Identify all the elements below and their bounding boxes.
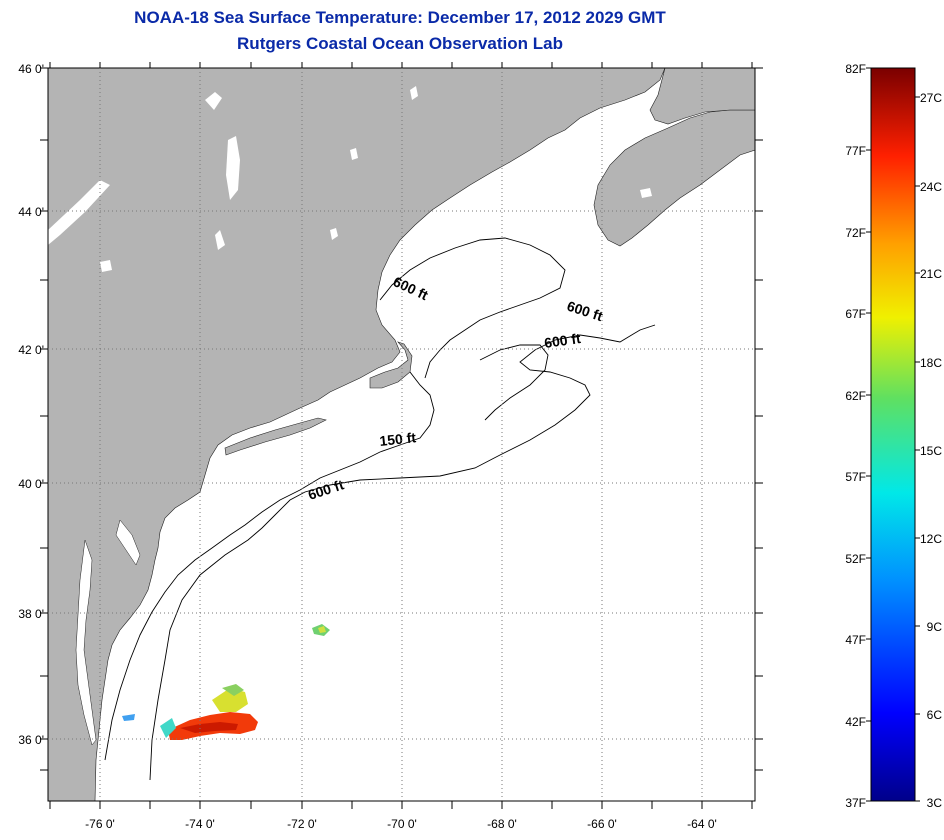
contour-label: 600 ft	[543, 330, 582, 351]
sst-patch-yellow	[212, 688, 248, 712]
delaware-bay	[115, 519, 141, 566]
chesapeake-bay	[75, 539, 97, 746]
colorbar-c-label: 12C	[920, 532, 942, 546]
sst-patch-green	[222, 684, 244, 696]
colorbar-c-label: 3C	[927, 796, 943, 810]
lake	[330, 228, 338, 240]
contour-150ft	[104, 371, 435, 761]
colorbar-c-label: 27C	[920, 91, 942, 105]
lat-label: 36 0'	[18, 733, 44, 747]
lat-label: 46 0'	[18, 62, 44, 76]
lon-label: -66 0'	[587, 817, 617, 831]
colorbar-c-label: 9C	[927, 620, 943, 634]
colorbar-f-label: 67F	[845, 307, 866, 321]
nova-scotia	[593, 109, 755, 247]
colorbar-c-label: 21C	[920, 267, 942, 281]
colorbar	[870, 67, 916, 802]
colorbar-f-label: 57F	[845, 470, 866, 484]
colorbar-c-label: 15C	[920, 444, 942, 458]
lake	[100, 260, 112, 272]
colorbar-f-label: 47F	[845, 633, 866, 647]
map-ticks	[40, 62, 763, 809]
contour-gulf-maine	[379, 237, 566, 379]
lat-label: 44 0'	[18, 205, 44, 219]
sst-patch-red	[180, 722, 238, 733]
colorbar-f-label: 37F	[845, 796, 866, 810]
lat-label: 38 0'	[18, 607, 44, 621]
map-title: NOAA-18 Sea Surface Temperature: Decembe…	[134, 8, 666, 27]
colorbar-f-label: 72F	[845, 226, 866, 240]
colorbar-f-label: 62F	[845, 389, 866, 403]
lon-label: -68 0'	[487, 817, 517, 831]
lake	[410, 86, 418, 100]
lon-label: -76 0'	[85, 817, 115, 831]
sst-patch-blue	[122, 714, 135, 721]
lake	[640, 188, 652, 198]
bathymetry-contours	[104, 237, 656, 781]
long-island	[224, 417, 327, 456]
lake	[350, 148, 358, 160]
lake	[215, 230, 225, 250]
lon-label: -64 0'	[687, 817, 717, 831]
colorbar-c-label: 24C	[920, 180, 942, 194]
lon-label: -72 0'	[287, 817, 317, 831]
map-subtitle: Rutgers Coastal Ocean Observation Lab	[237, 34, 563, 53]
lake	[226, 136, 240, 200]
colorbar-ticks	[866, 67, 920, 802]
lon-label: -70 0'	[387, 817, 417, 831]
lat-label: 40 0'	[18, 477, 44, 491]
colorbar-c-label: 18C	[920, 356, 942, 370]
colorbar-f-label: 52F	[845, 552, 866, 566]
colorbar-c-label: 6C	[927, 708, 943, 722]
mainland-landmass	[48, 68, 666, 801]
colorbar-f-label: 42F	[845, 715, 866, 729]
sst-patch-cyan	[160, 718, 176, 738]
lake	[48, 180, 110, 245]
sst-data-patches	[122, 624, 330, 740]
contour-label: 150 ft	[379, 429, 417, 449]
colorbar-f-label: 77F	[845, 144, 866, 158]
colorbar-f-label: 82F	[845, 62, 866, 76]
sst-patch-small-yellow	[318, 626, 326, 633]
lake	[205, 92, 222, 110]
lat-label: 42 0'	[18, 343, 44, 357]
lon-label: -74 0'	[185, 817, 215, 831]
